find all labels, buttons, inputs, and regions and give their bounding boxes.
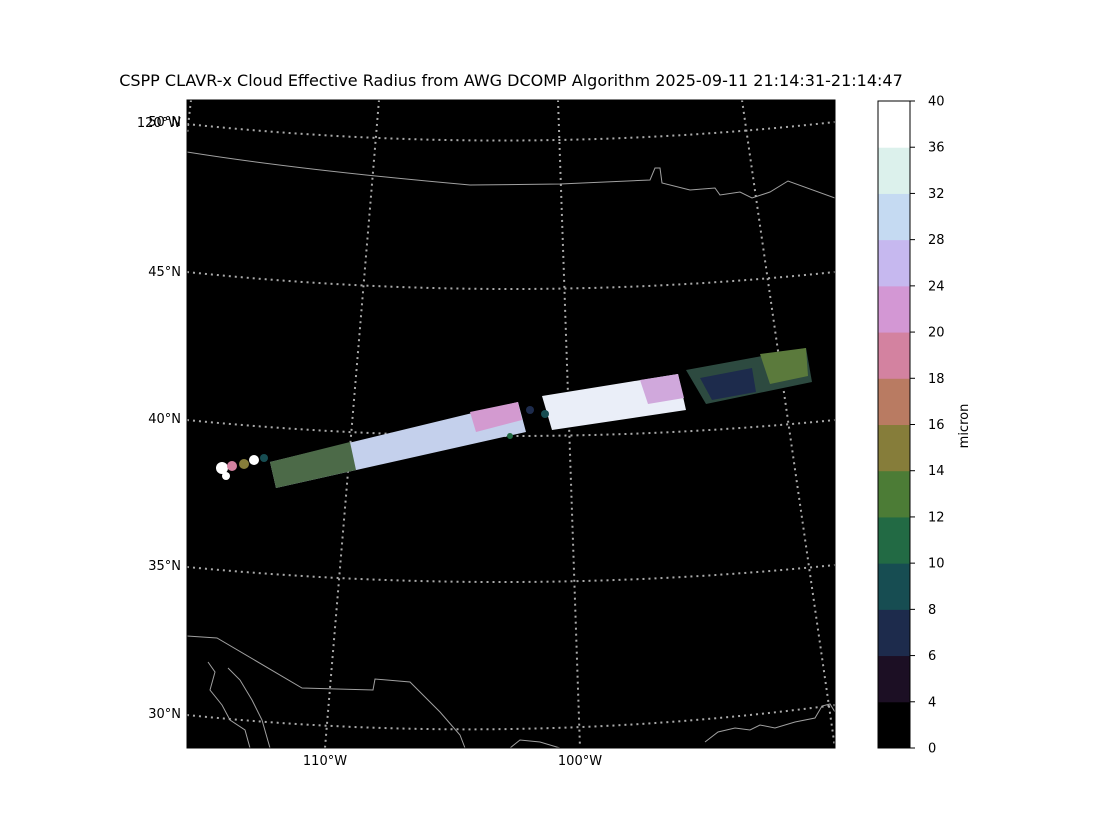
swath-gap-dots (507, 406, 549, 439)
lat-label-35n: 35°N (148, 559, 181, 574)
colorbar-bin (878, 470, 910, 518)
us-mexico-border (187, 635, 466, 748)
longitude-labels: 110°W 100°W (303, 754, 602, 769)
colorbar-tick-label: 10 (928, 557, 945, 572)
colorbar-tick-label: 28 (928, 233, 945, 248)
map-panel (186, 99, 836, 749)
swath-west-pink (470, 402, 522, 432)
colorbar-tick-label: 6 (928, 649, 936, 664)
gulf-coast (704, 703, 835, 743)
swath-east-purple (640, 374, 684, 404)
colorbar-tick-label: 18 (928, 372, 945, 387)
colorbar-label: micron (957, 404, 972, 449)
colorbar-bin (878, 655, 910, 703)
swath-west-fragment (216, 454, 268, 480)
colorbar-bin (878, 516, 910, 564)
lat-label-30n: 30°N (148, 707, 181, 722)
swath-far-east-navy (700, 368, 756, 400)
colorbar-tick-label: 0 (928, 742, 936, 757)
meridian-105w (324, 100, 380, 748)
lon-label-100w: 100°W (558, 754, 602, 769)
lon-label-110w: 110°W (303, 754, 347, 769)
lat-label-45n: 45°N (148, 265, 181, 280)
colorbar-swatches (878, 101, 910, 749)
colorbar: 0 4 6 8 10 12 14 16 18 20 24 28 32 36 40 micron (877, 95, 972, 757)
colorbar-bin (878, 378, 910, 425)
colorbar-tick-label: 8 (928, 603, 936, 618)
gulf-coast-south (509, 739, 561, 748)
colorbar-bin (878, 101, 910, 148)
colorbar-tick-label: 12 (928, 510, 945, 525)
map-title: CSPP CLAVR-x Cloud Effective Radius from… (119, 71, 903, 90)
colorbar-tick-label: 20 (928, 326, 945, 341)
colorbar-bin (878, 147, 910, 194)
parallel-30n (187, 704, 835, 731)
baja-coast (207, 661, 251, 748)
boundaries (187, 151, 835, 748)
parallel-45n (187, 271, 835, 290)
mexico-mainland-coast (227, 667, 271, 748)
swath-far-east-green (760, 348, 808, 384)
colorbar-tick-label: 16 (928, 418, 945, 433)
latitude-labels: 30°N 35°N 40°N 45°N 50°N 120°W (137, 115, 181, 722)
cloud-swath (216, 348, 812, 488)
colorbar-tick-label: 14 (928, 464, 945, 479)
colorbar-bin (878, 239, 910, 287)
lat-label-50n: 50°N (148, 115, 181, 130)
colorbar-bin (878, 701, 910, 749)
parallel-50n (187, 121, 835, 142)
colorbar-tick-label: 40 (928, 95, 945, 110)
map-frame (186, 99, 836, 749)
colorbar-bin (878, 332, 910, 379)
colorbar-bin (878, 285, 910, 333)
swath-west-mixed (270, 442, 356, 488)
meridian-95w (741, 100, 835, 748)
colorbar-bin (878, 193, 910, 241)
colorbar-tick-label: 36 (928, 141, 945, 156)
lon-label-120w: 120°W (137, 116, 181, 131)
colorbar-bin (878, 424, 910, 472)
colorbar-bin (878, 609, 910, 657)
colorbar-tick-label: 32 (928, 187, 945, 202)
colorbar-bin (878, 563, 910, 610)
colorbar-ticks: 0 4 6 8 10 12 14 16 18 20 24 28 32 36 40 (910, 95, 945, 757)
lat-label-40n: 40°N (148, 412, 181, 427)
colorbar-tick-label: 24 (928, 279, 945, 294)
colorbar-tick-label: 4 (928, 695, 936, 710)
us-canada-border (187, 151, 835, 199)
parallel-35n (187, 564, 835, 583)
